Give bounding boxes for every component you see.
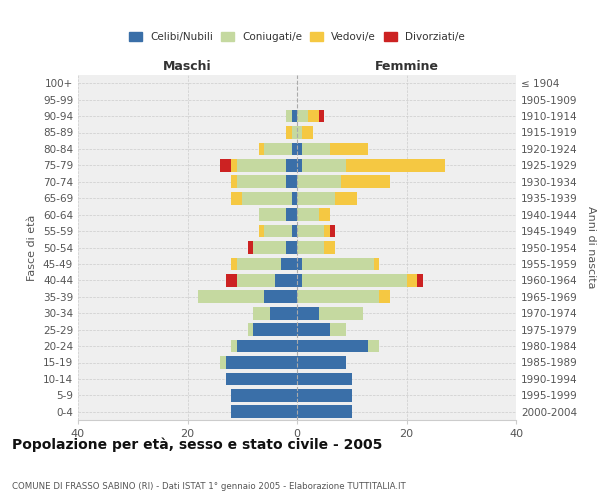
Bar [220, 356, 226, 369]
Bar [286, 110, 292, 122]
Bar [232, 258, 237, 270]
Text: COMUNE DI FRASSO SABINO (RI) - Dati ISTAT 1° gennaio 2005 - Elaborazione TUTTITA: COMUNE DI FRASSO SABINO (RI) - Dati ISTA… [12, 482, 406, 491]
Bar [292, 192, 297, 204]
Bar [297, 176, 341, 188]
Bar [286, 159, 297, 172]
Bar [297, 389, 352, 402]
Bar [248, 241, 253, 254]
Bar [286, 241, 297, 254]
Bar [232, 176, 237, 188]
Bar [226, 274, 237, 287]
Bar [232, 406, 297, 418]
Bar [292, 224, 297, 237]
Bar [259, 208, 286, 221]
Bar [275, 274, 297, 287]
Bar [292, 142, 297, 156]
Bar [297, 290, 379, 303]
Bar [297, 340, 368, 352]
Bar [308, 110, 319, 122]
Bar [253, 323, 297, 336]
Y-axis label: Anni di nascita: Anni di nascita [586, 206, 596, 289]
Bar [297, 323, 330, 336]
Bar [297, 406, 352, 418]
Bar [237, 340, 297, 352]
Bar [297, 224, 325, 237]
Text: Femmine: Femmine [374, 60, 439, 72]
Bar [297, 258, 302, 270]
Bar [286, 126, 292, 139]
Bar [297, 126, 302, 139]
Bar [292, 110, 297, 122]
Bar [286, 208, 297, 221]
Bar [335, 192, 357, 204]
Bar [237, 176, 286, 188]
Text: Maschi: Maschi [163, 60, 212, 72]
Bar [319, 208, 330, 221]
Bar [346, 159, 445, 172]
Bar [232, 159, 237, 172]
Bar [232, 389, 297, 402]
Bar [297, 142, 302, 156]
Bar [297, 110, 308, 122]
Legend: Celibi/Nubili, Coniugati/e, Vedovi/e, Divorziati/e: Celibi/Nubili, Coniugati/e, Vedovi/e, Di… [126, 28, 468, 45]
Bar [302, 258, 374, 270]
Bar [259, 142, 264, 156]
Bar [341, 176, 390, 188]
Bar [302, 159, 346, 172]
Bar [297, 241, 325, 254]
Bar [418, 274, 423, 287]
Bar [199, 290, 264, 303]
Y-axis label: Fasce di età: Fasce di età [28, 214, 37, 280]
Bar [226, 356, 297, 369]
Bar [242, 192, 292, 204]
Bar [220, 159, 232, 172]
Bar [286, 176, 297, 188]
Bar [232, 340, 237, 352]
Bar [319, 110, 325, 122]
Bar [297, 192, 335, 204]
Bar [319, 307, 362, 320]
Bar [281, 258, 297, 270]
Bar [325, 241, 335, 254]
Bar [330, 224, 335, 237]
Bar [368, 340, 379, 352]
Bar [264, 290, 297, 303]
Bar [297, 307, 319, 320]
Bar [330, 323, 346, 336]
Bar [302, 126, 313, 139]
Bar [253, 307, 269, 320]
Bar [325, 224, 330, 237]
Bar [226, 372, 297, 386]
Bar [269, 307, 297, 320]
Bar [330, 142, 368, 156]
Bar [297, 274, 302, 287]
Bar [253, 241, 286, 254]
Bar [302, 142, 330, 156]
Bar [297, 372, 352, 386]
Bar [237, 159, 286, 172]
Bar [264, 142, 292, 156]
Bar [374, 258, 379, 270]
Bar [297, 159, 302, 172]
Bar [292, 126, 297, 139]
Bar [297, 208, 319, 221]
Bar [407, 274, 418, 287]
Bar [248, 323, 253, 336]
Bar [237, 274, 275, 287]
Text: Popolazione per età, sesso e stato civile - 2005: Popolazione per età, sesso e stato civil… [12, 438, 382, 452]
Bar [264, 224, 292, 237]
Bar [232, 192, 242, 204]
Bar [259, 224, 264, 237]
Bar [302, 274, 407, 287]
Bar [379, 290, 390, 303]
Bar [297, 356, 346, 369]
Bar [237, 258, 281, 270]
